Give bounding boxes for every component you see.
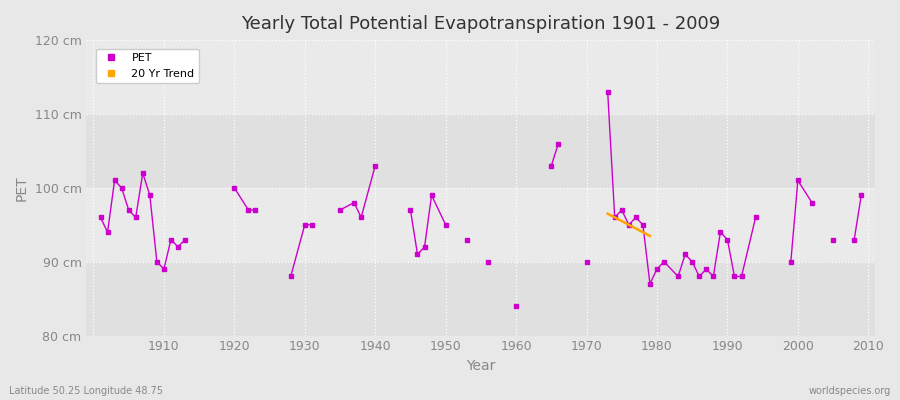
Bar (86, 262, 876, 336)
Bar (86, 40, 876, 114)
Title: Yearly Total Potential Evapotranspiration 1901 - 2009: Yearly Total Potential Evapotranspiratio… (241, 15, 721, 33)
Text: worldspecies.org: worldspecies.org (809, 386, 891, 396)
Bar (86, 114, 876, 188)
Legend: PET, 20 Yr Trend: PET, 20 Yr Trend (96, 49, 199, 83)
Text: Latitude 50.25 Longitude 48.75: Latitude 50.25 Longitude 48.75 (9, 386, 163, 396)
Bar (86, 188, 876, 262)
X-axis label: Year: Year (466, 359, 496, 373)
Y-axis label: PET: PET (15, 175, 29, 201)
